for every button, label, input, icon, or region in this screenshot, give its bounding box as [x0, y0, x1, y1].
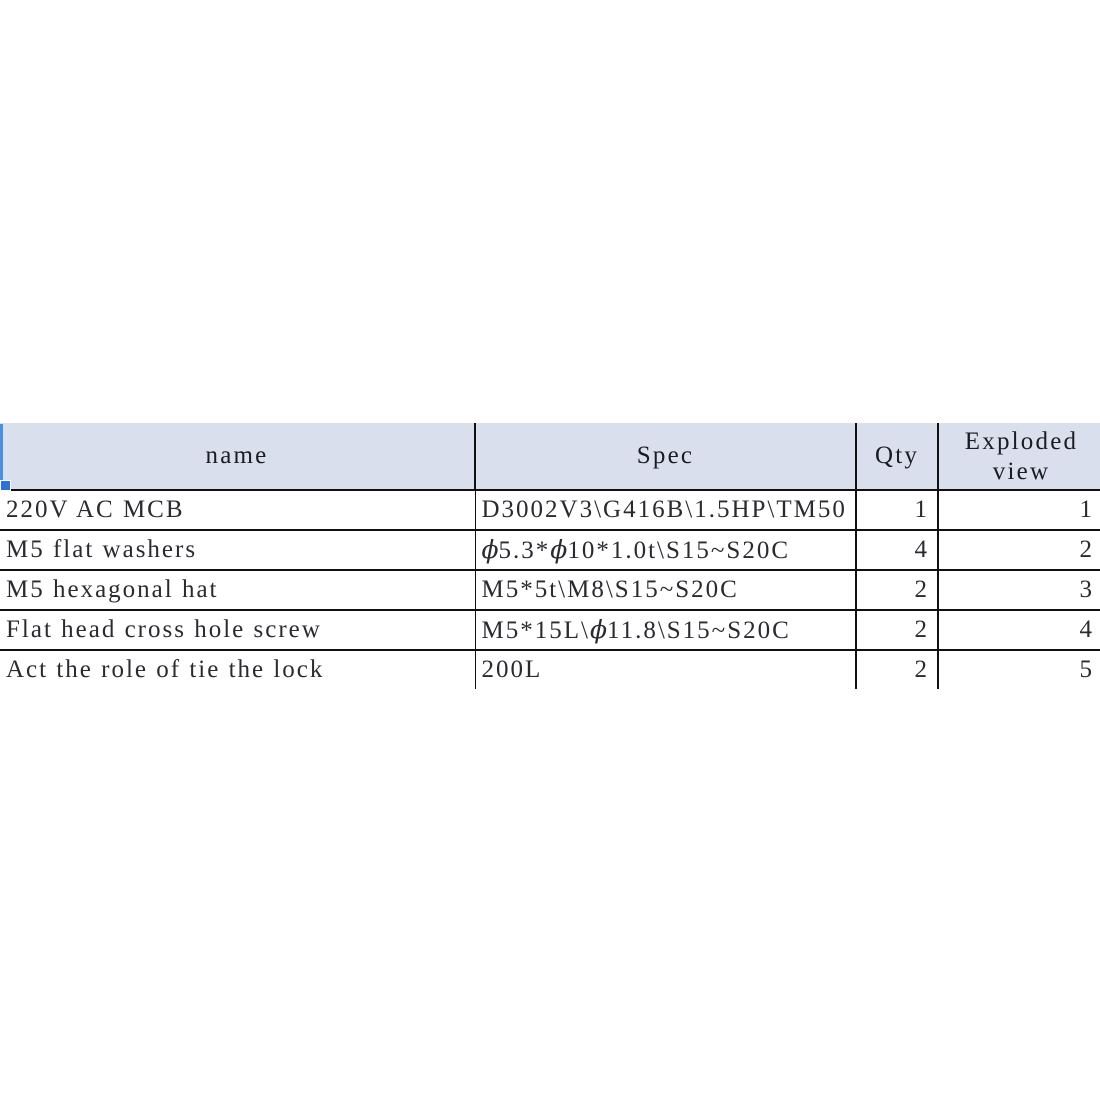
table-row[interactable]: 220V AC MCB D3002V3\G416B\1.5HP\TM50 1 1: [0, 490, 1100, 531]
table-body: 220V AC MCB D3002V3\G416B\1.5HP\TM50 1 1…: [0, 490, 1100, 689]
column-header-exploded-view-line2: view: [992, 458, 1051, 485]
cell-exploded-view[interactable]: 5: [938, 650, 1100, 689]
cell-qty[interactable]: 4: [856, 530, 939, 571]
table-row[interactable]: M5 flat washers ϕ5.3*ϕ10*1.0t\S15~S20C 4…: [0, 530, 1100, 571]
column-header-exploded-view-line1: Exploded: [964, 428, 1079, 455]
cell-name[interactable]: M5 hexagonal hat: [0, 570, 476, 611]
cell-exploded-view[interactable]: 4: [938, 610, 1100, 651]
cell-spec[interactable]: 200L: [475, 650, 857, 689]
cell-qty[interactable]: 2: [856, 610, 939, 651]
table-header-row: name Spec Qty Exploded view: [0, 423, 1100, 491]
cell-qty[interactable]: 2: [856, 570, 939, 611]
parts-table: name Spec Qty Exploded view 220V AC MCB …: [0, 423, 1100, 689]
cell-spec[interactable]: D3002V3\G416B\1.5HP\TM50: [475, 490, 857, 531]
column-header-qty[interactable]: Qty: [855, 423, 939, 491]
cell-name[interactable]: Act the role of tie the lock: [0, 650, 476, 689]
cell-name[interactable]: 220V AC MCB: [0, 490, 476, 531]
table-header: name Spec Qty Exploded view: [0, 423, 1100, 491]
table-row[interactable]: M5 hexagonal hat M5*5t\M8\S15~S20C 2 3: [0, 570, 1100, 611]
cell-name[interactable]: Flat head cross hole screw: [0, 610, 476, 651]
cell-spec[interactable]: ϕ5.3*ϕ10*1.0t\S15~S20C: [475, 530, 857, 571]
cell-name[interactable]: M5 flat washers: [0, 530, 476, 571]
cell-exploded-view[interactable]: 3: [938, 570, 1100, 611]
cell-qty[interactable]: 2: [856, 650, 939, 689]
cell-exploded-view[interactable]: 1: [938, 490, 1100, 531]
cell-spec[interactable]: M5*15L\ϕ11.8\S15~S20C: [475, 610, 857, 651]
parts-table-container: name Spec Qty Exploded view 220V AC MCB …: [0, 423, 1100, 689]
table-row[interactable]: Act the role of tie the lock 200L 2 5: [0, 650, 1100, 689]
cell-qty[interactable]: 1: [856, 490, 939, 531]
table-row[interactable]: Flat head cross hole screw M5*15L\ϕ11.8\…: [0, 610, 1100, 651]
cell-spec[interactable]: M5*5t\M8\S15~S20C: [475, 570, 857, 611]
column-header-spec[interactable]: Spec: [474, 423, 856, 491]
cell-exploded-view[interactable]: 2: [938, 530, 1100, 571]
column-header-exploded-view[interactable]: Exploded view: [938, 423, 1100, 491]
column-header-name[interactable]: name: [0, 423, 476, 491]
